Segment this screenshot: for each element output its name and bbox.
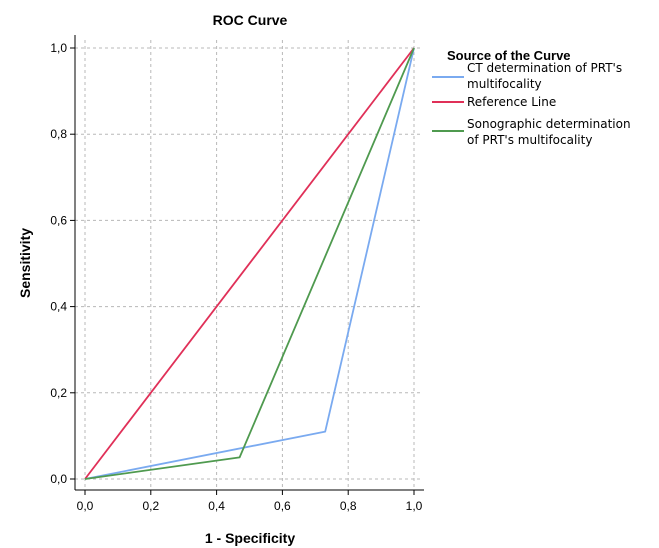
- legend-title: Source of the Curve: [447, 48, 571, 63]
- y-tick-label: 0,4: [50, 300, 67, 314]
- series-line-0: [84, 47, 415, 480]
- series-lines: [84, 47, 415, 480]
- chart-title: ROC Curve: [213, 12, 288, 28]
- x-ticks: 0,0 0,2 0,4 0,6 0,8 1,0: [77, 490, 423, 513]
- legend: Source of the Curve CT determination of …: [432, 48, 631, 147]
- y-tick-label: 0,0: [50, 472, 67, 486]
- legend-label-0: multifocality: [467, 77, 542, 91]
- x-tick-label: 0,2: [142, 499, 159, 513]
- axes: [74, 35, 424, 491]
- y-tick-label: 0,2: [50, 386, 67, 400]
- y-tick-label: 0,8: [50, 127, 67, 141]
- legend-label-0: CT determination of PRT's: [467, 61, 622, 75]
- series-line-2: [84, 47, 415, 480]
- x-tick-label: 0,8: [340, 499, 357, 513]
- x-tick-label: 0,4: [208, 499, 225, 513]
- x-tick-label: 1,0: [406, 499, 423, 513]
- y-tick-label: 1,0: [50, 41, 67, 55]
- y-tick-label: 0,6: [50, 213, 67, 227]
- x-tick-label: 0,0: [77, 499, 94, 513]
- legend-label-2: of PRT's multifocality: [467, 133, 592, 147]
- y-ticks: 0,0 0,2 0,4 0,6 0,8 1,0: [50, 41, 75, 486]
- legend-label-1: Reference Line: [467, 95, 556, 109]
- series-line-1: [84, 47, 415, 480]
- y-axis-label: Sensitivity: [17, 228, 33, 298]
- legend-label-2: Sonographic determination: [467, 117, 631, 131]
- x-tick-label: 0,6: [274, 499, 291, 513]
- x-axis-label: 1 - Specificity: [205, 530, 295, 546]
- grid: [75, 40, 422, 490]
